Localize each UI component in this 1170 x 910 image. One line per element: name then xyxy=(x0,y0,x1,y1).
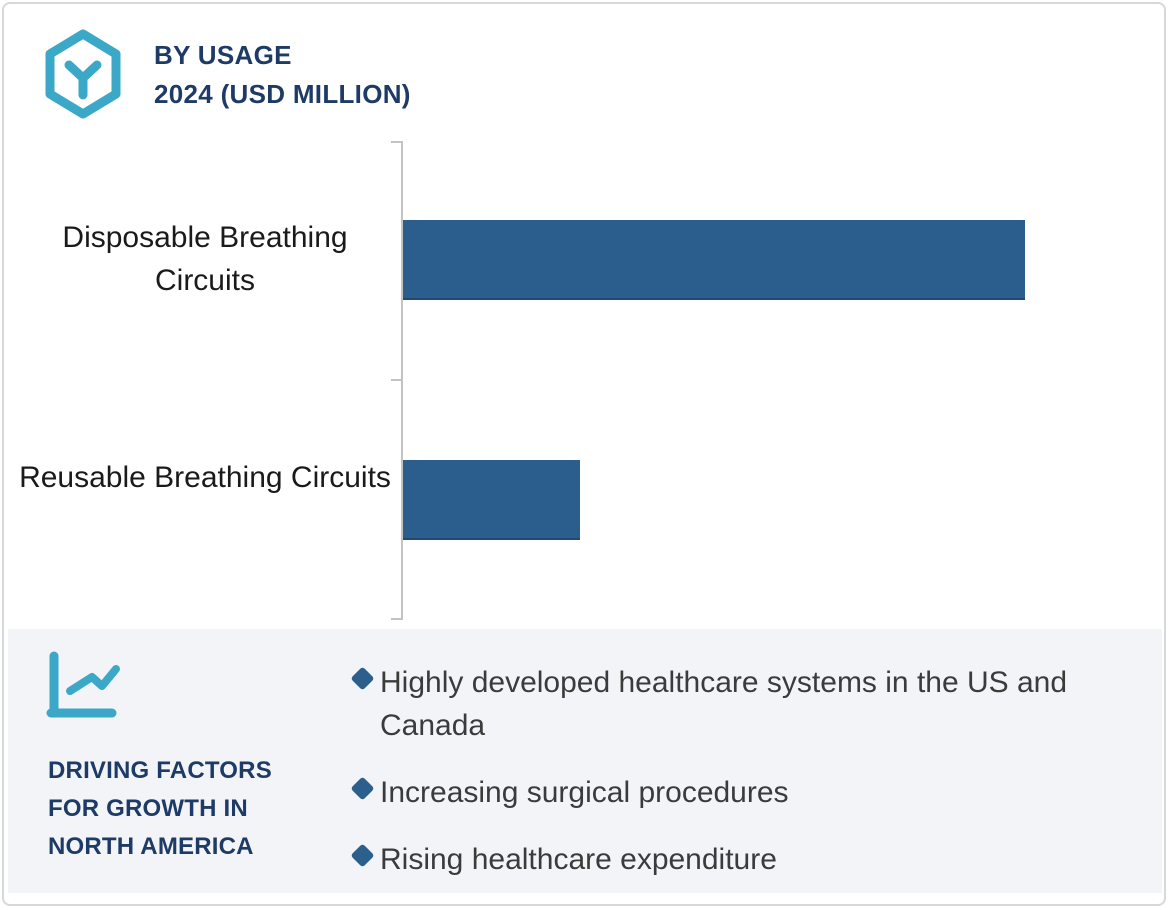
list-item: Increasing surgical procedures xyxy=(350,771,1140,814)
bar-reusable-breathing-circuits xyxy=(403,460,580,540)
category-label-disposable: Disposable Breathing Circuits xyxy=(62,221,348,297)
hexagon-cube-icon xyxy=(45,29,121,119)
axis-tick-top xyxy=(391,141,403,143)
driving-factors-panel xyxy=(8,629,1162,893)
factor-text-healthcare-systems: Highly developed healthcare systems in t… xyxy=(380,666,1068,742)
driving-factors-heading-line1: DRIVING FACTORS xyxy=(48,757,272,784)
diamond-bullet-icon xyxy=(350,776,375,801)
line-chart-icon xyxy=(46,651,120,718)
category-axis-line xyxy=(401,142,403,620)
list-item: Rising healthcare expenditure xyxy=(350,838,1140,881)
category-label-reusable: Reusable Breathing Circuits xyxy=(19,461,391,494)
chart-title: BY USAGE 2024 (USD MILLION) xyxy=(154,36,411,114)
driving-factors-heading-line2: FOR GROWTH IN xyxy=(48,795,248,822)
driving-factors-heading: DRIVING FACTORS FOR GROWTH IN NORTH AMER… xyxy=(48,752,272,866)
diamond-bullet-icon xyxy=(350,666,375,691)
factor-text-healthcare-expenditure: Rising healthcare expenditure xyxy=(380,843,777,876)
bar-disposable-breathing-circuits xyxy=(403,220,1025,300)
chart-title-line2: 2024 (USD MILLION) xyxy=(154,79,411,109)
driving-factors-heading-line3: NORTH AMERICA xyxy=(48,833,254,860)
driving-factors-list: Highly developed healthcare systems in t… xyxy=(350,661,1140,905)
axis-tick-middle xyxy=(391,379,403,381)
diamond-bullet-icon xyxy=(350,843,375,868)
factor-text-surgical-procedures: Increasing surgical procedures xyxy=(380,776,789,809)
axis-tick-bottom xyxy=(391,618,403,620)
list-item: Highly developed healthcare systems in t… xyxy=(350,661,1140,747)
chart-title-line1: BY USAGE xyxy=(154,40,292,70)
